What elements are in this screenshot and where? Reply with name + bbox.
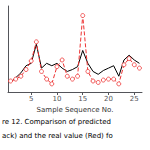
- svg-text:10: 10: [53, 95, 62, 103]
- svg-text:20: 20: [104, 95, 113, 103]
- svg-text:25: 25: [130, 95, 139, 103]
- svg-text:ack) and the real value (Red): ack) and the real value (Red) fo: [2, 132, 113, 140]
- svg-text:Sample Sequence No.: Sample Sequence No.: [37, 106, 114, 114]
- svg-text:re 12. Comparison of predicted: re 12. Comparison of predicted: [2, 118, 111, 126]
- svg-text:5: 5: [29, 95, 33, 103]
- svg-text:15: 15: [78, 95, 87, 103]
